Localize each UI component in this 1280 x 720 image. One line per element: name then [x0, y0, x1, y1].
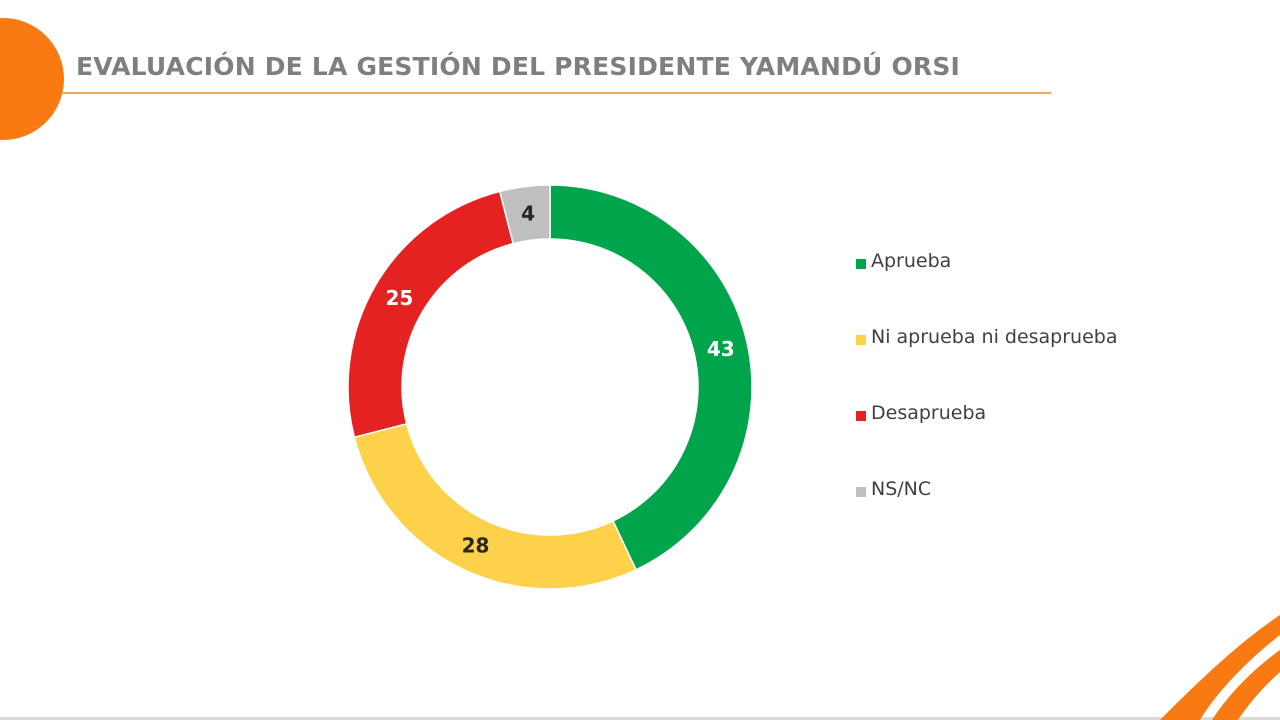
data-label-ns-nc: 4 — [521, 201, 535, 225]
legend-swatch-ni-aprueba-ni-desaprueba — [856, 335, 866, 345]
legend-swatch-ns-nc — [856, 487, 866, 497]
donut-slice-aprueba — [549, 184, 753, 571]
data-label-ni-aprueba-ni-desaprueba: 28 — [462, 533, 490, 557]
bottom-divider — [0, 717, 1280, 720]
data-label-aprueba: 43 — [707, 337, 735, 361]
legend-label-aprueba: Aprueba — [871, 250, 952, 272]
donut-slice-desaprueba — [347, 190, 515, 439]
title-underline — [62, 92, 1051, 94]
donut-slice-ni-aprueba-ni-desaprueba — [353, 422, 638, 590]
data-label-desaprueba: 25 — [385, 286, 413, 310]
slide-title: EVALUACIÓN DE LA GESTIÓN DEL PRESIDENTE … — [76, 52, 961, 81]
legend-label-ni-aprueba-ni-desaprueba: Ni aprueba ni desaprueba — [871, 326, 1118, 348]
legend-swatch-aprueba — [856, 259, 866, 269]
legend-label-ns-nc: NS/NC — [871, 478, 932, 500]
decorative-orange-swoosh — [1160, 615, 1280, 720]
legend-label-desaprueba: Desaprueba — [871, 402, 987, 424]
donut-slice-ns-nc — [498, 184, 551, 245]
legend-swatch-desaprueba — [856, 411, 866, 421]
